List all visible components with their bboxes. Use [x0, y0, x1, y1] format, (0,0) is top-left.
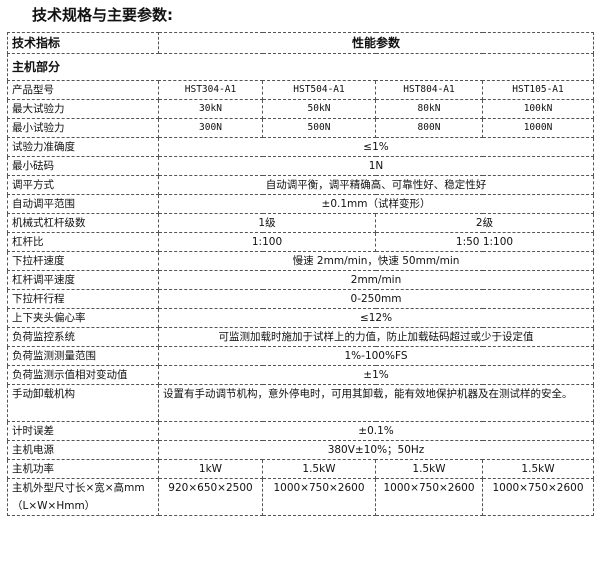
table-row: 负荷监测测量范围 1%-100%FS — [7, 346, 595, 366]
table-row: 主机外型尺寸长×宽×高mm（L×W×Hmm） 920×650×2500 1000×7… — [7, 478, 595, 516]
table-row: 最小试验力 300N 500N 800N 1000N — [7, 118, 595, 138]
row-value: 2级 — [374, 213, 595, 233]
table-row: 下拉杆行程 0-250mm — [7, 289, 595, 309]
row-value: HST804-A1 — [375, 80, 483, 100]
row-value: ±0.1mm（试样变形） — [157, 194, 595, 214]
row-value: 1000×750×2600 — [375, 478, 483, 516]
row-value: 1.5kW — [262, 459, 376, 479]
row-label: 杠杆比 — [7, 232, 159, 252]
row-value: 80kN — [375, 99, 483, 119]
row-value: 2mm/min — [157, 270, 595, 290]
table-row: 最小砝码 1N — [7, 156, 595, 176]
row-value: 380V±10%；50Hz — [157, 440, 595, 460]
row-value: 1000N — [481, 118, 595, 138]
table-row: 计时误差 ±0.1% — [7, 421, 595, 441]
row-value: ≤1% — [157, 137, 595, 157]
row-label: 手动卸载机构 — [7, 384, 159, 422]
row-label: 主机功率 — [7, 459, 159, 479]
section-title: 主机部分 — [6, 53, 595, 81]
table-row: 主机电源 380V±10%；50Hz — [7, 440, 595, 460]
table-row: 产品型号 HST304-A1 HST504-A1 HST804-A1 HST105-A1 — [7, 80, 595, 100]
table-row: 下拉杆速度 慢速 2mm/min，快速 50mm/min — [7, 251, 595, 271]
table-row: 自动调平范围 ±0.1mm（试样变形） — [7, 194, 595, 214]
table-row: 杠杆调平速度 2mm/min — [7, 270, 595, 290]
row-label: 自动调平范围 — [7, 194, 159, 214]
table-row: 主机功率 1kW 1.5kW 1.5kW 1.5kW — [7, 459, 595, 479]
table-row: 上下夹头偏心率 ≤12% — [7, 308, 595, 328]
row-label: 负荷监测示值相对变动值 — [7, 365, 159, 385]
row-value: 800N — [375, 118, 483, 138]
header-indicator: 技术指标 — [7, 32, 159, 54]
row-value: 1N — [157, 156, 595, 176]
row-label: 产品型号 — [7, 80, 159, 100]
row-label: 下拉杆行程 — [7, 289, 159, 309]
row-value: 920×650×2500 — [158, 478, 263, 516]
row-value: HST304-A1 — [158, 80, 263, 100]
row-label: 机械式杠杆级数 — [7, 213, 159, 233]
table-row: 负荷监控系统 可监测加载时施加于试样上的力值，防止加载砝码超过或少于设定值 — [7, 327, 595, 347]
table-row: 机械式杠杆级数 1级 2级 — [7, 213, 595, 233]
row-label: 杠杆调平速度 — [7, 270, 159, 290]
row-value: 设置有手动调节机构，意外停电时，可用其卸载，能有效地保护机器及在测试样的安全。 — [157, 384, 595, 422]
section-row: 主机部分 — [6, 53, 595, 81]
row-value: 1kW — [158, 459, 263, 479]
row-label: 负荷监控系统 — [7, 327, 159, 347]
row-label: 调平方式 — [7, 175, 159, 195]
row-value: 1000×750×2600 — [262, 478, 376, 516]
row-value: HST504-A1 — [262, 80, 376, 100]
row-value: 1000×750×2600 — [481, 478, 595, 516]
row-value: 500N — [262, 118, 376, 138]
row-value: 1级 — [158, 213, 376, 233]
row-value: ±1% — [157, 365, 595, 385]
row-value: 1%-100%FS — [157, 346, 595, 366]
spec-table: 技术指标 性能参数 主机部分 产品型号 HST304-A1 HST504-A1 HST… — [6, 32, 595, 516]
row-label: 负荷监测测量范围 — [7, 346, 159, 366]
row-value: 0-250mm — [157, 289, 595, 309]
row-value: 慢速 2mm/min，快速 50mm/min — [157, 251, 595, 271]
row-value: 300N — [158, 118, 263, 138]
table-row: 负荷监测示值相对变动值 ±1% — [7, 365, 595, 385]
page-title: 技术规格与主要参数: — [32, 6, 173, 24]
row-value: 100kN — [481, 99, 595, 119]
row-value: ≤12% — [157, 308, 595, 328]
row-label: 最小试验力 — [7, 118, 159, 138]
row-value: 50kN — [262, 99, 376, 119]
row-label: 试验力准确度 — [7, 137, 159, 157]
table-row: 调平方式 自动调平衡，调平精确高、可靠性好、稳定性好 — [7, 175, 595, 195]
row-label: 最小砝码 — [7, 156, 159, 176]
row-value: 30kN — [158, 99, 263, 119]
row-value: 1.5kW — [481, 459, 595, 479]
row-value: 1:50 1:100 — [374, 232, 595, 252]
row-label: 上下夹头偏心率 — [7, 308, 159, 328]
row-label: 最大试验力 — [7, 99, 159, 119]
row-value: 可监测加载时施加于试样上的力值，防止加载砝码超过或少于设定值 — [157, 327, 595, 347]
header-params: 性能参数 — [157, 32, 595, 54]
row-value: ±0.1% — [157, 421, 595, 441]
row-label: 主机电源 — [7, 440, 159, 460]
row-label: 计时误差 — [7, 421, 159, 441]
table-row: 杠杆比 1:100 1:50 1:100 — [7, 232, 595, 252]
row-value: 1.5kW — [375, 459, 483, 479]
row-value: 自动调平衡，调平精确高、可靠性好、稳定性好 — [157, 175, 595, 195]
table-row: 最大试验力 30kN 50kN 80kN 100kN — [7, 99, 595, 119]
table-row: 手动卸载机构 设置有手动调节机构，意外停电时，可用其卸载，能有效地保护机器及在测试… — [7, 384, 595, 422]
row-label: 主机外型尺寸长×宽×高mm（L×W×Hmm） — [7, 478, 159, 516]
row-label: 下拉杆速度 — [7, 251, 159, 271]
row-value: HST105-A1 — [481, 80, 595, 100]
row-value: 1:100 — [158, 232, 376, 252]
header-row: 技术指标 性能参数 — [7, 32, 595, 54]
table-row: 试验力准确度 ≤1% — [7, 137, 595, 157]
